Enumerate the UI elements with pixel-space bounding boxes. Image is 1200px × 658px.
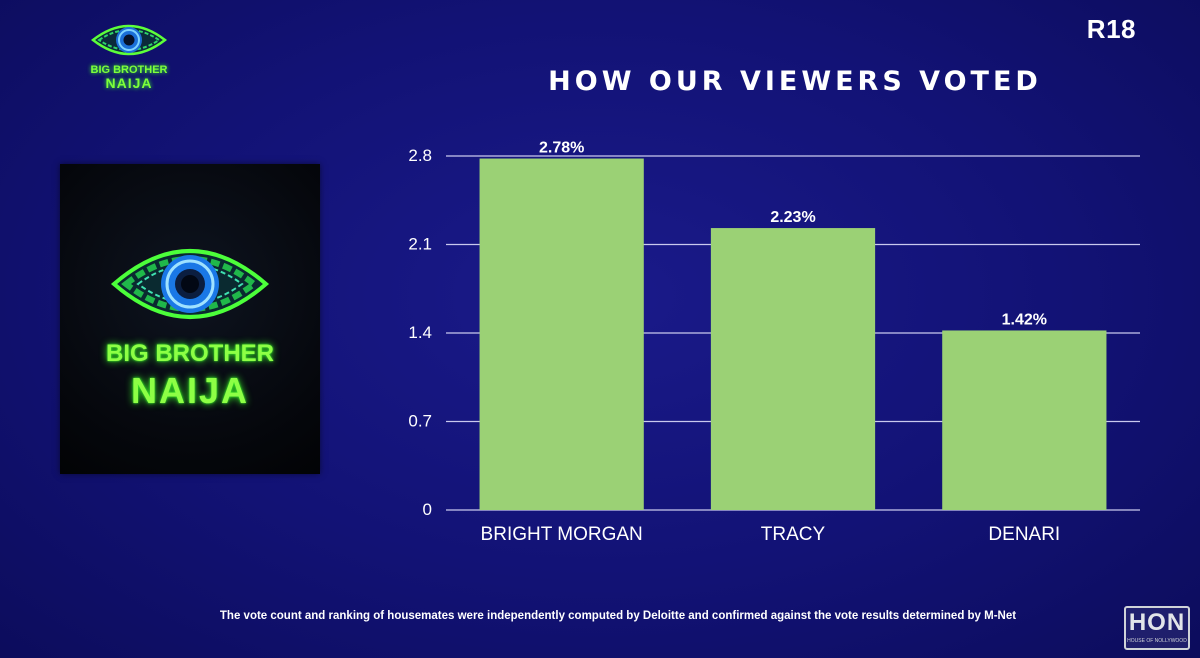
poster-text-line1: BIG BROTHER [106,340,274,367]
data-label: 2.78% [539,140,584,157]
watermark-text: HON [1128,609,1186,636]
y-tick-label: 0.7 [408,412,432,431]
logo-text-line2: NAIJA [105,75,153,91]
show-poster: BIG BROTHER NAIJA [60,164,320,474]
show-logo: BIG BROTHER NAIJA [86,18,172,91]
bar [479,158,644,510]
watermark-subtext: HOUSE OF NOLLYWOOD [1127,638,1187,644]
big-brother-eye-icon [91,24,167,56]
data-label: 2.23% [770,209,815,226]
x-category-label: DENARI [988,524,1060,545]
bar [710,228,876,511]
watermark-logo: HON HOUSE OF NOLLYWOOD [1124,606,1190,650]
x-category-label: TRACY [761,524,826,545]
y-tick-label: 1.4 [408,323,432,342]
data-label: 1.42% [1002,311,1047,328]
vote-bar-chart: 0 0.7 1.4 2.1 2.8 2.78% BRIGHT MORGAN 2.23% TRAC… [408,140,1140,545]
chart-title: HOW OUR VIEWERS VOTED [548,66,1042,97]
big-brother-eye-icon [110,249,270,319]
poster-text-line2: NAIJA [130,370,250,411]
logo-text-line1: BIG BROTHER [90,64,168,76]
y-tick-label: 0 [423,500,432,519]
bar [942,330,1107,510]
y-tick-label: 2.8 [408,146,432,165]
y-tick-label: 2.1 [408,235,432,254]
footnote: The vote count and ranking of housemates… [219,610,1017,622]
age-rating-badge: R18 [1086,14,1136,44]
x-category-label: BRIGHT MORGAN [481,524,643,545]
